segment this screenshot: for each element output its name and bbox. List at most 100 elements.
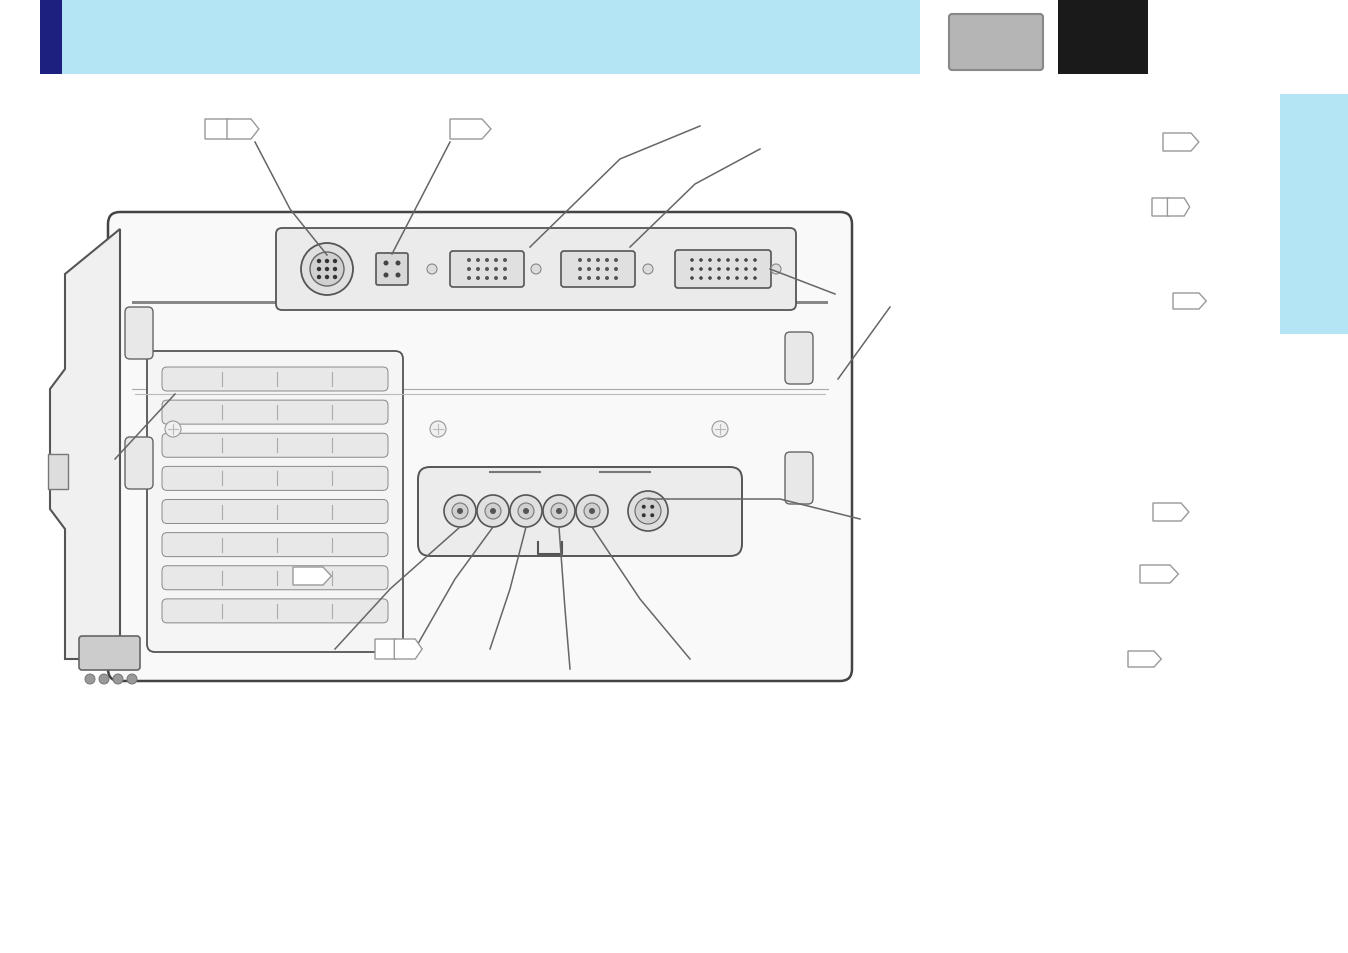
Circle shape: [578, 268, 582, 272]
Bar: [40, 0, 62, 75]
Circle shape: [325, 275, 329, 280]
Circle shape: [727, 277, 729, 280]
Circle shape: [727, 268, 729, 272]
Circle shape: [735, 277, 739, 280]
Circle shape: [754, 268, 756, 272]
Circle shape: [735, 268, 739, 272]
Polygon shape: [1140, 565, 1178, 583]
FancyBboxPatch shape: [108, 213, 852, 681]
Circle shape: [317, 275, 321, 280]
Circle shape: [466, 276, 470, 281]
Circle shape: [708, 277, 712, 280]
Circle shape: [493, 276, 497, 281]
FancyBboxPatch shape: [162, 599, 388, 623]
Circle shape: [443, 496, 476, 527]
Polygon shape: [293, 567, 332, 585]
Circle shape: [642, 505, 646, 509]
FancyBboxPatch shape: [785, 333, 813, 385]
Bar: [1058, 0, 1148, 75]
Bar: [40, 0, 919, 75]
FancyBboxPatch shape: [162, 566, 388, 590]
Circle shape: [690, 259, 694, 262]
Circle shape: [708, 268, 712, 272]
Circle shape: [317, 268, 321, 272]
Circle shape: [586, 276, 590, 281]
FancyBboxPatch shape: [162, 434, 388, 457]
Circle shape: [85, 675, 94, 684]
Circle shape: [113, 675, 123, 684]
Polygon shape: [1167, 199, 1190, 216]
Circle shape: [578, 258, 582, 263]
Circle shape: [613, 268, 617, 272]
Circle shape: [635, 498, 661, 524]
Circle shape: [127, 675, 137, 684]
FancyBboxPatch shape: [785, 453, 813, 504]
Circle shape: [333, 268, 337, 272]
Circle shape: [717, 259, 721, 262]
Circle shape: [586, 268, 590, 272]
Bar: [1281, 95, 1348, 335]
Circle shape: [744, 268, 748, 272]
Polygon shape: [1153, 199, 1174, 216]
Circle shape: [325, 259, 329, 264]
Circle shape: [596, 276, 600, 281]
Bar: [49, 455, 67, 490]
Circle shape: [476, 258, 480, 263]
Polygon shape: [1153, 503, 1189, 521]
Polygon shape: [50, 230, 120, 659]
Circle shape: [395, 261, 400, 266]
Circle shape: [708, 259, 712, 262]
Circle shape: [712, 421, 728, 437]
Polygon shape: [375, 639, 403, 659]
Circle shape: [690, 268, 694, 272]
Circle shape: [503, 268, 507, 272]
Circle shape: [333, 259, 337, 264]
Circle shape: [98, 675, 109, 684]
Polygon shape: [226, 120, 259, 140]
Circle shape: [503, 276, 507, 281]
FancyBboxPatch shape: [162, 467, 388, 491]
Circle shape: [531, 265, 541, 274]
Circle shape: [491, 509, 496, 515]
Circle shape: [477, 496, 510, 527]
Circle shape: [466, 258, 470, 263]
Circle shape: [503, 258, 507, 263]
Polygon shape: [1173, 294, 1206, 310]
Circle shape: [523, 509, 528, 515]
FancyBboxPatch shape: [162, 500, 388, 524]
Circle shape: [325, 268, 329, 272]
Circle shape: [744, 259, 748, 262]
Circle shape: [395, 274, 400, 278]
FancyBboxPatch shape: [162, 368, 388, 392]
Circle shape: [744, 277, 748, 280]
Circle shape: [476, 268, 480, 272]
Circle shape: [466, 268, 470, 272]
FancyBboxPatch shape: [162, 400, 388, 425]
FancyBboxPatch shape: [675, 251, 771, 289]
FancyBboxPatch shape: [561, 252, 635, 288]
Polygon shape: [1128, 651, 1161, 667]
Circle shape: [576, 496, 608, 527]
Circle shape: [485, 268, 489, 272]
Circle shape: [642, 514, 646, 517]
FancyBboxPatch shape: [125, 308, 154, 359]
Circle shape: [700, 259, 702, 262]
Circle shape: [596, 258, 600, 263]
Circle shape: [628, 492, 669, 532]
Circle shape: [605, 276, 609, 281]
Circle shape: [717, 268, 721, 272]
Circle shape: [485, 276, 489, 281]
Circle shape: [551, 503, 568, 519]
Circle shape: [543, 496, 576, 527]
Circle shape: [613, 276, 617, 281]
Circle shape: [493, 268, 497, 272]
Circle shape: [164, 421, 181, 437]
FancyBboxPatch shape: [162, 533, 388, 558]
Circle shape: [518, 503, 534, 519]
Circle shape: [555, 509, 562, 515]
FancyBboxPatch shape: [125, 437, 154, 490]
Circle shape: [485, 503, 501, 519]
Circle shape: [643, 265, 652, 274]
Circle shape: [771, 265, 780, 274]
Circle shape: [605, 258, 609, 263]
